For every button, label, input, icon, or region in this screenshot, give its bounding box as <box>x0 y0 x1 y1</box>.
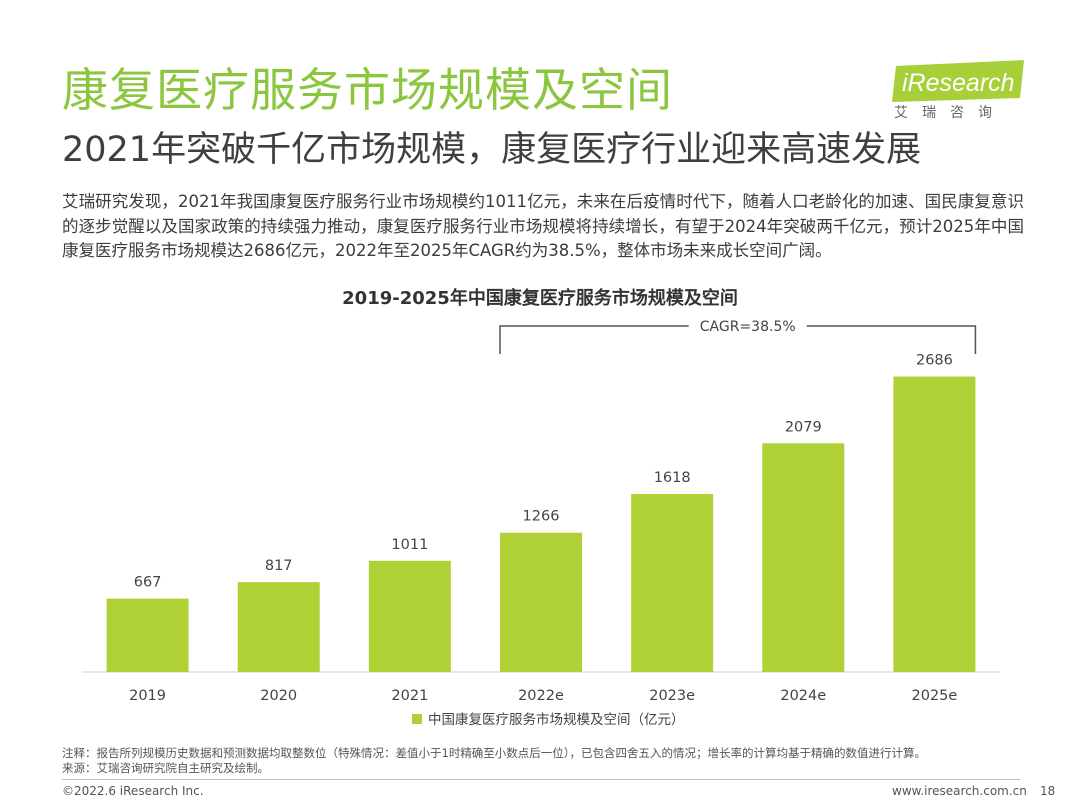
chart-title: 2019-2025年中国康复医疗服务市场规模及空间 <box>342 288 738 309</box>
data-label: 817 <box>265 558 293 574</box>
data-label: 667 <box>134 575 162 591</box>
logo-chinese: 艾瑞咨询 <box>894 105 1006 121</box>
data-label: 2686 <box>916 353 953 369</box>
bar-2024e <box>762 443 845 672</box>
cagr-label: CAGR=38.5% <box>700 319 796 335</box>
bar-2023e <box>631 494 714 672</box>
footnote-source: 来源：艾瑞咨询研究院自主研究及绘制。 <box>62 761 269 775</box>
x-tick-label: 2021 <box>391 688 428 704</box>
x-tick-label: 2023e <box>649 688 695 704</box>
bar-2022e <box>500 532 582 672</box>
footer-divider <box>62 779 1020 780</box>
bar-2021 <box>368 560 451 672</box>
footnote: 注释：报告所列规模历史数据和预测数据均取整数位（特殊情况：差值小于1时精确至小数… <box>62 746 926 776</box>
page-title: 康复医疗服务市场规模及空间 <box>62 63 673 117</box>
page-subtitle: 2021年突破千亿市场规模，康复医疗行业迎来高速发展 <box>62 130 922 170</box>
logo-text: iResearch <box>902 69 1015 97</box>
bar-2025e <box>893 376 976 672</box>
bar-2020 <box>237 582 320 672</box>
page-number: 18 <box>1040 784 1056 798</box>
legend-swatch <box>412 714 422 724</box>
data-label: 1266 <box>523 509 560 525</box>
x-tick-label: 2019 <box>129 688 166 704</box>
bar-2019 <box>106 598 189 672</box>
x-tick-label: 2024e <box>780 688 826 704</box>
legend-label: 中国康复医疗服务市场规模及空间（亿元） <box>428 711 685 728</box>
website: www.iresearch.com.cn <box>892 784 1027 798</box>
x-tick-label: 2022e <box>518 688 564 704</box>
bar-chart: 667 2019 817 2020 1011 2021 1266 2022e 1618 2023e… <box>82 319 1000 728</box>
x-tick-label: 2025e <box>912 688 958 704</box>
data-label: 1011 <box>391 537 428 553</box>
cagr-bracket-left <box>499 325 689 354</box>
copyright: ©2022.6 iResearch Inc. <box>62 784 204 798</box>
footnote-note: 注释：报告所列规模历史数据和预测数据均取整数位（特殊情况：差值小于1时精确至小数… <box>62 746 927 760</box>
iresearch-logo: iResearch <box>892 60 1024 102</box>
x-tick-label: 2020 <box>260 688 297 704</box>
description-paragraph: 艾瑞研究发现，2021年我国康复医疗服务行业市场规模约1011亿元，未来在后疫情… <box>62 192 1024 260</box>
data-label: 1618 <box>654 470 691 486</box>
data-label: 2079 <box>785 419 822 435</box>
cagr-bracket-right <box>806 325 977 354</box>
